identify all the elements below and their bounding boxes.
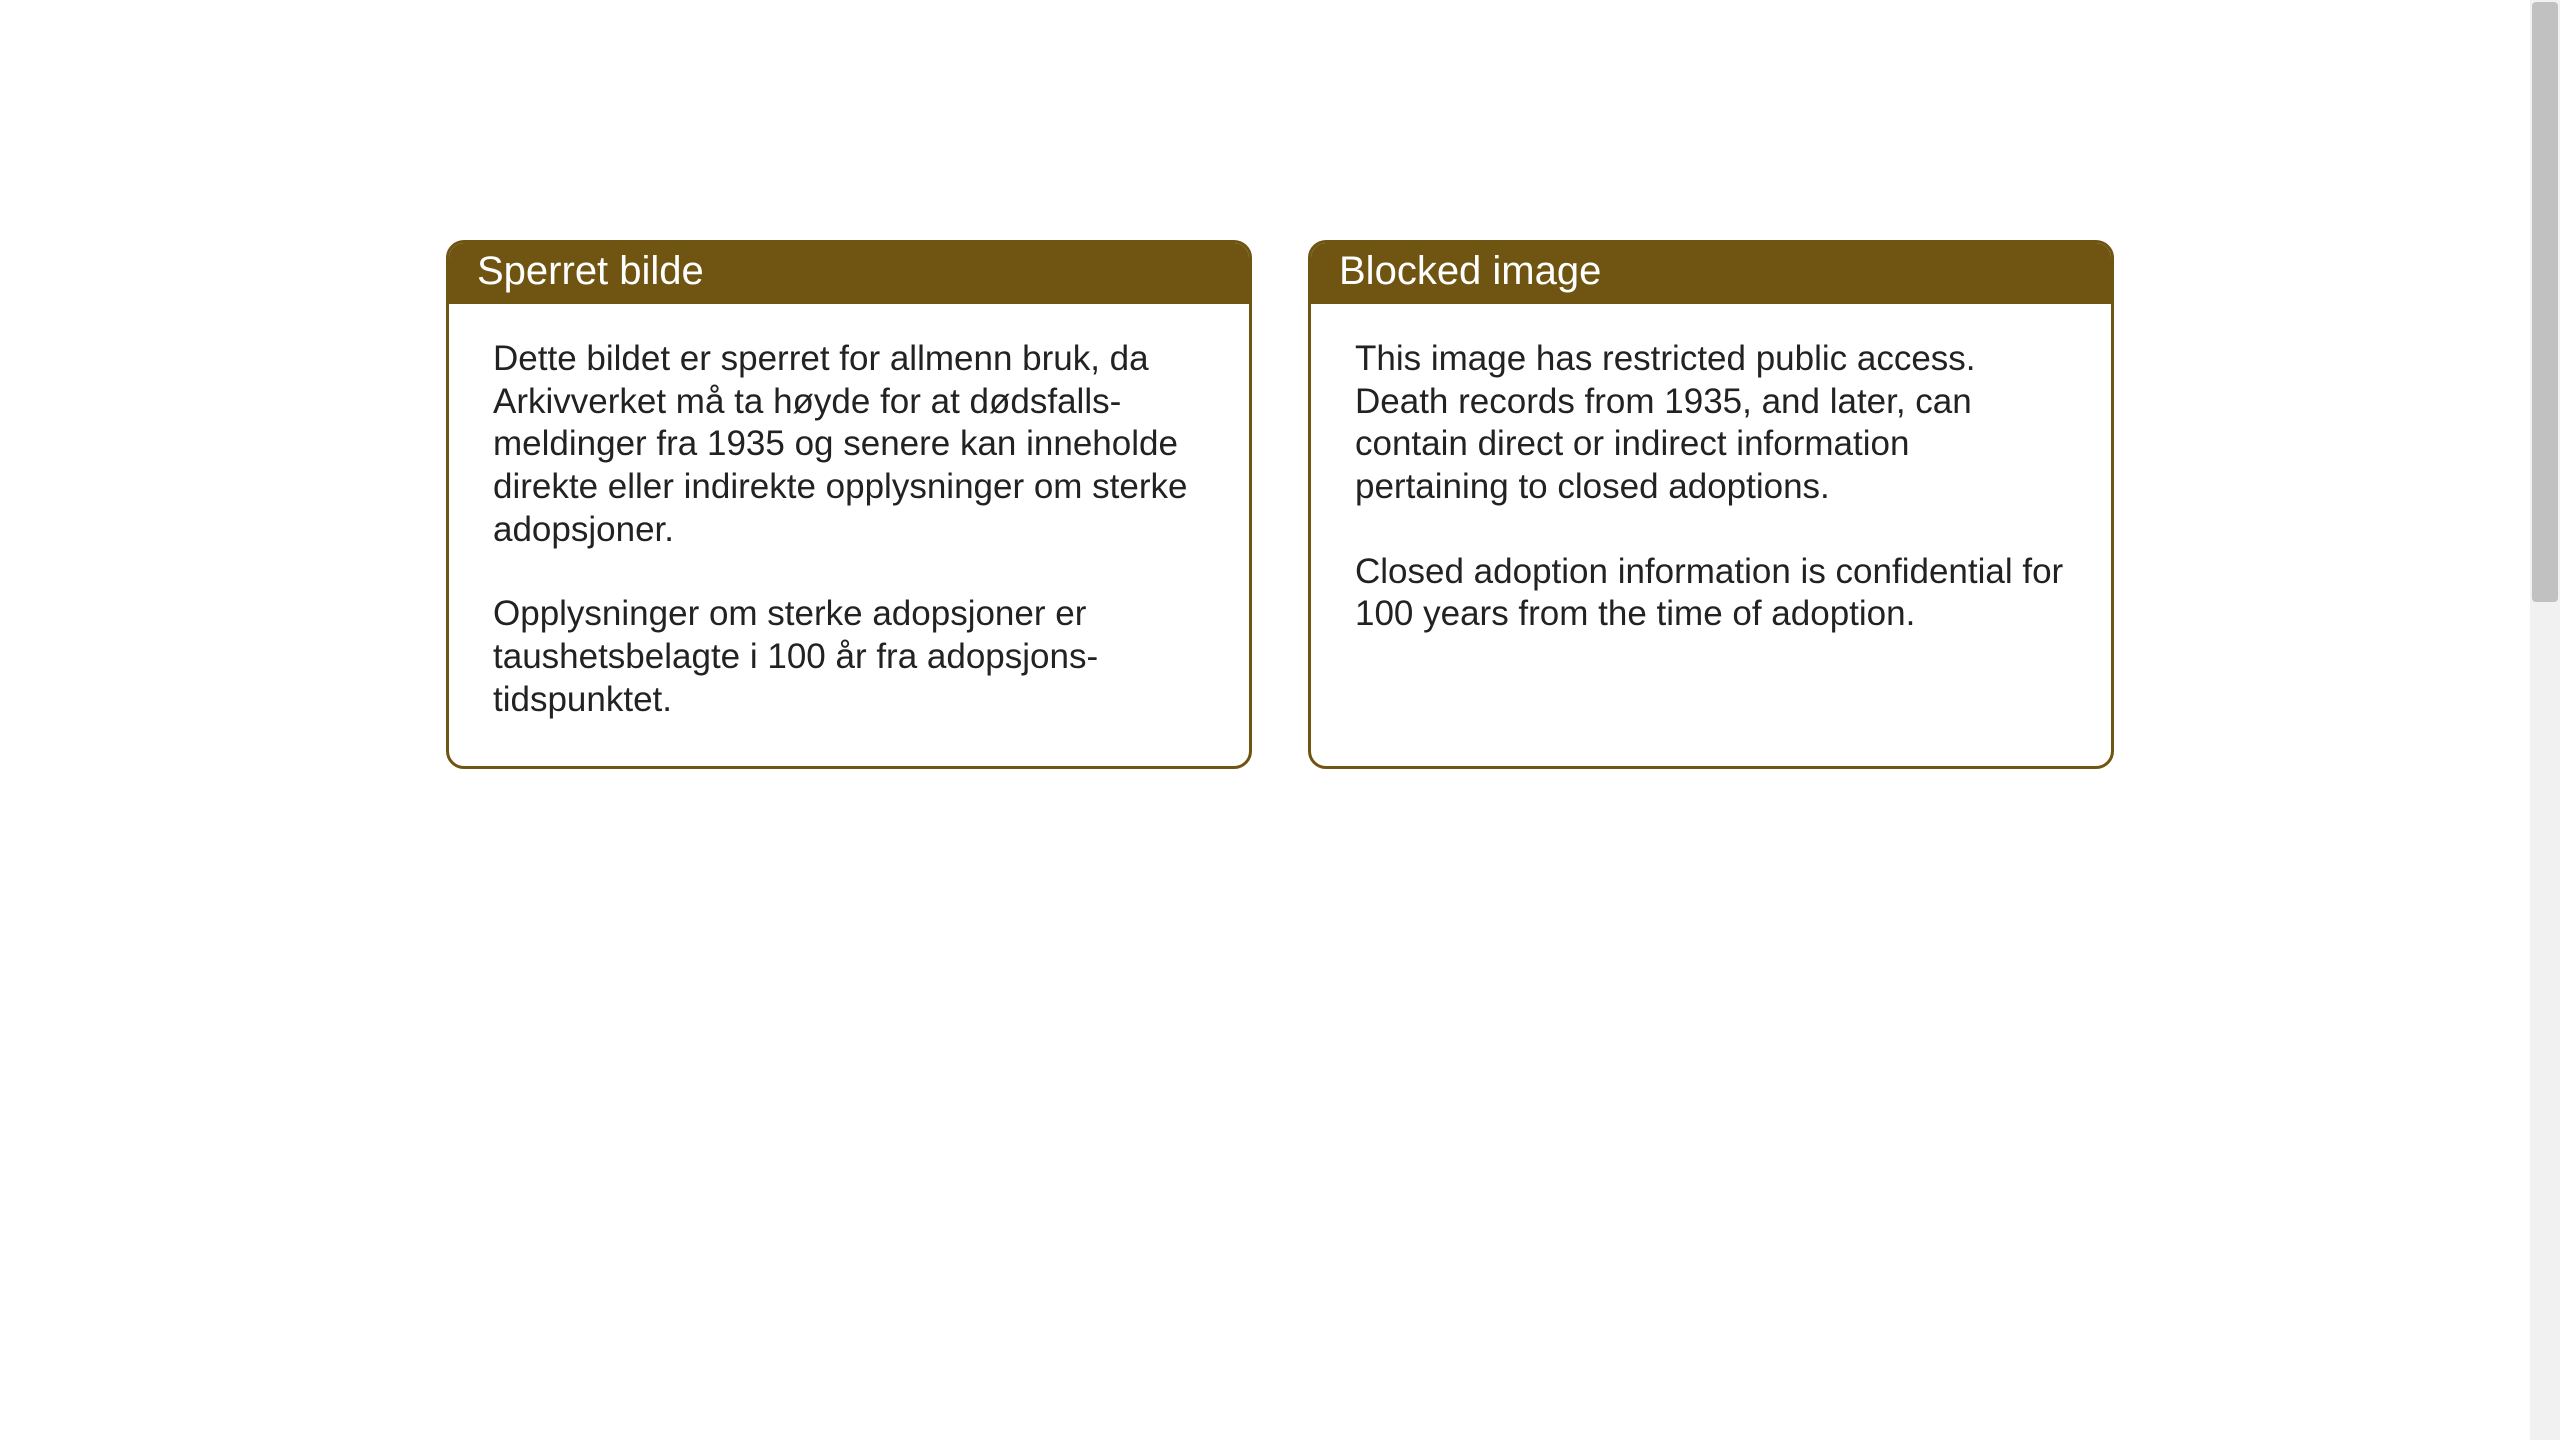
notice-header-english: Blocked image xyxy=(1311,243,2111,304)
notice-body-norwegian: Dette bildet er sperret for allmenn bruk… xyxy=(449,304,1249,766)
notice-body-english: This image has restricted public access.… xyxy=(1311,304,2111,680)
notice-paragraph: This image has restricted public access.… xyxy=(1355,338,2067,509)
notice-header-norwegian: Sperret bilde xyxy=(449,243,1249,304)
notice-card-norwegian: Sperret bilde Dette bildet er sperret fo… xyxy=(446,240,1252,769)
notice-paragraph: Opplysninger om sterke adopsjoner er tau… xyxy=(493,593,1205,721)
scrollbar-track[interactable] xyxy=(2530,0,2560,1440)
notice-paragraph: Closed adoption information is confident… xyxy=(1355,551,2067,636)
notice-paragraph: Dette bildet er sperret for allmenn bruk… xyxy=(493,338,1205,551)
notice-container: Sperret bilde Dette bildet er sperret fo… xyxy=(446,240,2114,769)
scrollbar-thumb[interactable] xyxy=(2532,2,2558,602)
notice-card-english: Blocked image This image has restricted … xyxy=(1308,240,2114,769)
